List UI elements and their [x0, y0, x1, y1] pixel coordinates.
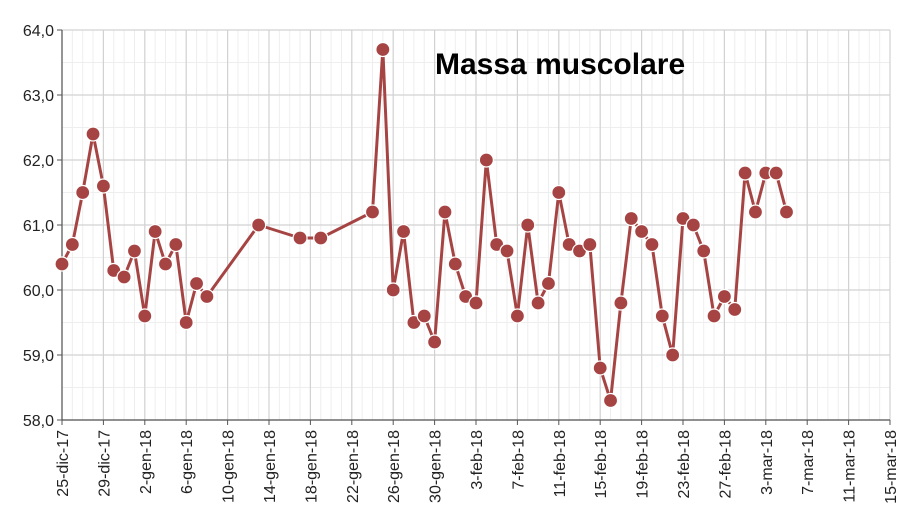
x-tick-label: 26-gen-18: [386, 430, 403, 503]
data-point: [427, 334, 443, 350]
axes: [57, 29, 891, 425]
x-axis-tick-labels: 25-dic-17 29-dic-17 2-gen-18 6-gen-18 10-gen…: [55, 430, 900, 504]
y-tick-label: 64,0: [23, 23, 54, 40]
data-point: [530, 295, 546, 311]
data-point: [75, 184, 91, 201]
data-point: [737, 165, 753, 181]
data-point: [644, 236, 660, 253]
data-point: [116, 269, 132, 285]
x-tick-label: 15-mar-18: [883, 430, 900, 504]
data-point: [602, 392, 619, 409]
data-point: [54, 256, 70, 272]
x-tick-label: 14-gen-18: [262, 430, 279, 503]
data-point: [137, 308, 153, 324]
data-point: [623, 210, 639, 227]
x-tick-label: 7-feb-18: [510, 430, 527, 490]
y-tick-label: 63,0: [23, 88, 54, 105]
data-point: [157, 256, 174, 272]
data-point: [747, 204, 764, 220]
data-point: [313, 230, 329, 246]
x-tick-label: 18-gen-18: [303, 430, 320, 503]
data-point: [706, 308, 722, 324]
x-tick-label: 11-feb-18: [552, 430, 569, 497]
data-point: [95, 178, 112, 194]
y-tick-label: 59,0: [23, 348, 54, 365]
y-tick-label: 60,0: [23, 283, 54, 300]
x-tick-label: 11-mar-18: [842, 430, 859, 503]
data-point: [727, 301, 743, 318]
data-point: [375, 41, 391, 58]
data-point: [665, 347, 681, 363]
y-tick-label: 58,0: [23, 413, 54, 430]
y-tick-label: 61,0: [23, 218, 54, 235]
data-point: [633, 223, 650, 240]
data-point: [551, 184, 567, 201]
x-tick-label: 25-dic-17: [55, 430, 72, 497]
data-point: [147, 223, 163, 240]
data-point: [582, 236, 598, 253]
data-point: [251, 217, 267, 233]
data-point: [468, 295, 484, 311]
data-point: [768, 165, 784, 181]
x-tick-label: 27-feb-18: [717, 430, 734, 499]
data-point: [478, 152, 494, 168]
data-point: [168, 236, 184, 253]
data-point: [685, 217, 701, 233]
data-point: [613, 295, 629, 311]
y-tick-label: 62,0: [23, 153, 54, 170]
data-point: [509, 308, 526, 324]
data-point: [64, 236, 80, 253]
data-point: [778, 204, 795, 220]
x-tick-label: 15-feb-18: [593, 430, 610, 499]
data-point: [126, 243, 143, 259]
data-point: [85, 126, 101, 142]
data-point: [364, 204, 381, 220]
x-tick-label: 30-gen-18: [428, 430, 445, 503]
data-point: [188, 275, 205, 292]
y-axis-tick-labels: 58,0 59,0 60,0 61,0 62,0 63,0 64,0: [23, 23, 54, 430]
data-point: [437, 204, 453, 220]
x-tick-label: 29-dic-17: [96, 430, 113, 497]
x-tick-label: 6-gen-18: [179, 430, 196, 494]
major-gridlines: [61, 29, 891, 421]
data-point: [520, 217, 536, 233]
data-point: [292, 230, 308, 246]
chart-title: Massa muscolare: [435, 48, 685, 81]
x-tick-label: 23-feb-18: [676, 430, 693, 499]
x-tick-label: 3-mar-18: [759, 430, 776, 495]
data-point: [654, 308, 670, 324]
x-tick-label: 2-gen-18: [138, 430, 155, 494]
data-point: [592, 360, 608, 376]
data-point: [416, 308, 432, 324]
data-point: [716, 288, 733, 305]
data-point: [178, 314, 194, 331]
x-tick-label: 7-mar-18: [800, 430, 817, 495]
x-tick-label: 3-feb-18: [469, 430, 486, 490]
x-tick-label: 22-gen-18: [345, 430, 362, 503]
data-point: [499, 243, 515, 259]
data-point: [199, 288, 215, 305]
x-tick-label: 10-gen-18: [221, 430, 238, 503]
data-point: [447, 256, 463, 272]
x-tick-label: 19-feb-18: [635, 430, 652, 499]
series-layer: [54, 41, 795, 409]
data-point: [540, 275, 557, 292]
data-point: [385, 282, 401, 298]
data-point: [696, 243, 712, 259]
data-point: [395, 223, 412, 240]
